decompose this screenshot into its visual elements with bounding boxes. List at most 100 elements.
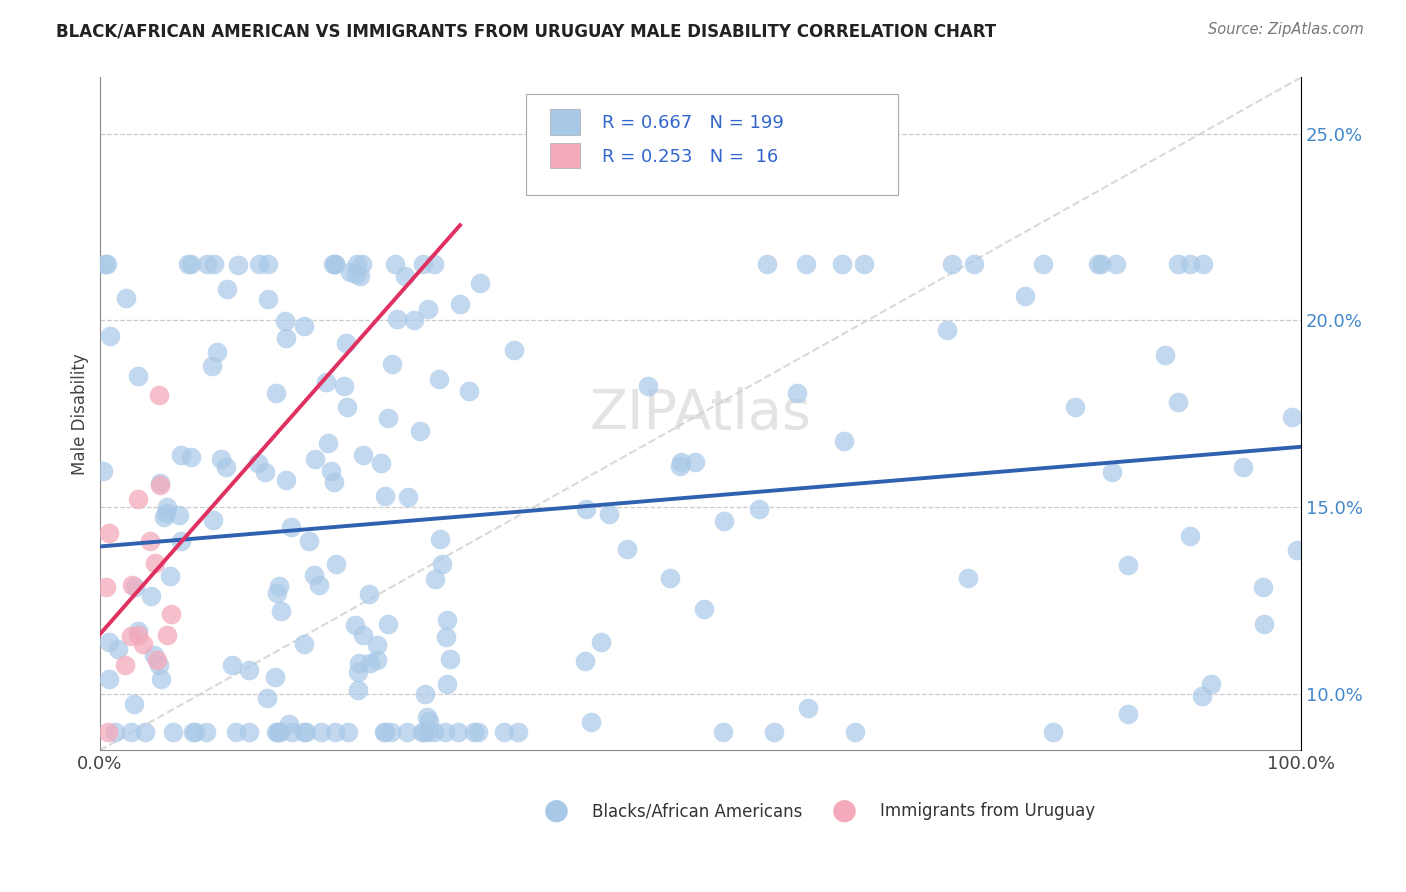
Point bbox=[413, 724, 436, 739]
Point bbox=[713, 514, 735, 528]
Point bbox=[956, 571, 979, 585]
Point bbox=[669, 455, 692, 469]
Point bbox=[298, 533, 321, 548]
Point bbox=[267, 724, 290, 739]
Point bbox=[274, 473, 297, 487]
Point bbox=[434, 724, 457, 739]
Point bbox=[1251, 581, 1274, 595]
Point bbox=[344, 618, 367, 632]
Point bbox=[575, 502, 598, 516]
Point bbox=[315, 375, 337, 389]
Point bbox=[797, 701, 820, 715]
Point bbox=[429, 532, 451, 546]
Text: Source: ZipAtlas.com: Source: ZipAtlas.com bbox=[1208, 22, 1364, 37]
Point bbox=[669, 458, 692, 473]
Point bbox=[434, 630, 457, 644]
Point bbox=[150, 672, 173, 686]
Point bbox=[257, 257, 280, 271]
Point bbox=[1064, 400, 1087, 414]
Point bbox=[323, 257, 346, 271]
Point bbox=[349, 656, 371, 670]
Text: R = 0.667   N = 199: R = 0.667 N = 199 bbox=[602, 114, 783, 132]
Point bbox=[156, 627, 179, 641]
Point bbox=[304, 452, 326, 467]
Point bbox=[139, 533, 162, 548]
Point bbox=[1101, 465, 1123, 479]
Point bbox=[1087, 257, 1109, 271]
Point bbox=[377, 410, 399, 425]
Point bbox=[267, 724, 290, 739]
Point bbox=[711, 724, 734, 739]
Point bbox=[263, 670, 285, 684]
Point bbox=[156, 500, 179, 515]
Point bbox=[238, 663, 260, 677]
Point bbox=[1191, 257, 1213, 271]
Point bbox=[321, 464, 343, 478]
Point bbox=[270, 604, 292, 618]
Point bbox=[141, 589, 163, 603]
Point bbox=[359, 587, 381, 601]
Point bbox=[127, 368, 149, 383]
Point bbox=[98, 635, 121, 649]
Point bbox=[294, 318, 316, 333]
Point bbox=[763, 724, 786, 739]
Point bbox=[225, 724, 247, 739]
Point bbox=[278, 716, 301, 731]
Point bbox=[322, 257, 344, 271]
Point bbox=[412, 257, 434, 271]
Point bbox=[366, 638, 388, 652]
Point bbox=[308, 578, 330, 592]
Point bbox=[598, 507, 620, 521]
Point bbox=[311, 724, 333, 739]
Point bbox=[91, 464, 114, 478]
Bar bbox=[550, 110, 581, 135]
Text: R = 0.253   N =  16: R = 0.253 N = 16 bbox=[602, 148, 778, 166]
Point bbox=[1042, 724, 1064, 739]
Point bbox=[295, 724, 318, 739]
Point bbox=[1281, 410, 1303, 425]
Point bbox=[104, 724, 127, 739]
Point bbox=[1031, 257, 1053, 271]
Point bbox=[416, 710, 439, 724]
Point bbox=[1014, 288, 1036, 302]
Point bbox=[427, 372, 450, 386]
Point bbox=[394, 268, 416, 283]
Point bbox=[467, 724, 489, 739]
Point bbox=[1090, 257, 1112, 271]
Point bbox=[149, 477, 172, 491]
Point bbox=[352, 628, 374, 642]
Text: Immigrants from Uruguay: Immigrants from Uruguay bbox=[880, 802, 1095, 820]
Point bbox=[377, 616, 399, 631]
Point bbox=[202, 257, 225, 271]
Point bbox=[281, 724, 304, 739]
Point bbox=[201, 359, 224, 374]
Point bbox=[1178, 257, 1201, 271]
Point bbox=[215, 459, 238, 474]
Point bbox=[122, 697, 145, 711]
Point bbox=[941, 257, 963, 271]
Point bbox=[395, 724, 418, 739]
Point bbox=[1116, 707, 1139, 722]
Point bbox=[292, 637, 315, 651]
Point bbox=[247, 456, 270, 470]
Point bbox=[344, 267, 367, 281]
Point bbox=[963, 257, 986, 271]
Point bbox=[148, 388, 170, 402]
Point bbox=[349, 269, 371, 284]
Point bbox=[436, 613, 458, 627]
Point bbox=[247, 257, 270, 271]
Point bbox=[256, 691, 278, 706]
Point bbox=[148, 658, 170, 673]
Point bbox=[359, 656, 381, 670]
Point bbox=[1154, 348, 1177, 362]
Point bbox=[94, 257, 117, 271]
Point bbox=[180, 257, 202, 271]
Point bbox=[381, 357, 404, 371]
Point bbox=[127, 491, 149, 506]
Point bbox=[683, 455, 706, 469]
Point bbox=[366, 652, 388, 666]
Point bbox=[352, 257, 374, 271]
Point bbox=[581, 715, 603, 730]
Point bbox=[134, 724, 156, 739]
Point bbox=[387, 312, 409, 326]
